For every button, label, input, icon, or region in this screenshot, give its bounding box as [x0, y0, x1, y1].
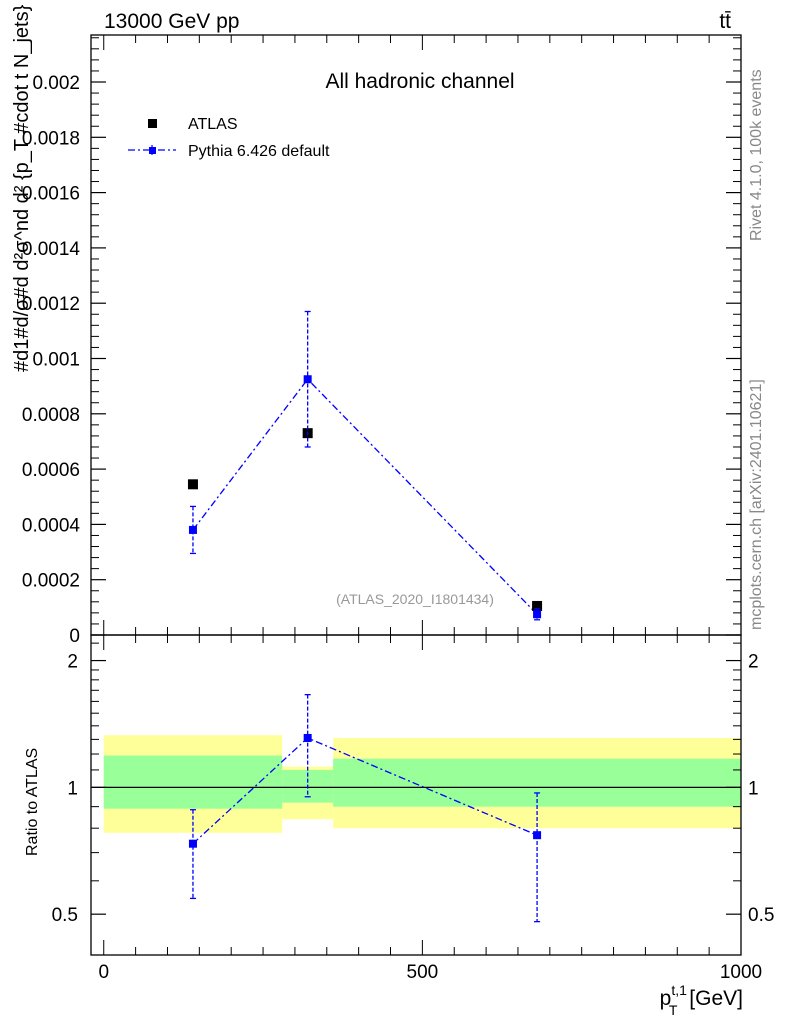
x-axis-label-sub: T	[669, 1002, 678, 1018]
pythia-point	[533, 610, 542, 619]
ratio-pythia-point	[188, 839, 197, 848]
x-axis-label: pt,1 T [GeV]	[660, 982, 743, 1018]
x-axis-label-p: p	[660, 987, 672, 1010]
ratio-y-axis-label: Ratio to ATLAS	[24, 748, 41, 856]
ratio-stat-band	[333, 758, 741, 807]
atlas-point	[532, 600, 543, 611]
main-ytick-label: 0.002	[32, 73, 80, 94]
main-ytick-label: 0	[69, 626, 80, 647]
legend-label-pythia: Pythia 6.426 default	[188, 143, 330, 160]
main-title: All hadronic channel	[325, 70, 514, 93]
ratio-ytick-label-left: 1	[67, 778, 78, 799]
main-ytick-label: 0.0002	[22, 571, 80, 592]
x-axis-label-sup: t,1	[671, 982, 687, 998]
main-ytick-label: 0.0012	[22, 294, 80, 315]
legend-label-atlas: ATLAS	[188, 116, 238, 133]
legend-marker-pythia	[149, 147, 156, 154]
pythia-point	[303, 375, 312, 384]
energy-label: 13000 GeV pp	[104, 10, 239, 33]
ratio-pythia-point	[533, 831, 542, 840]
pythia-line	[192, 378, 538, 615]
ratio-ytick-label-right: 2	[748, 652, 759, 673]
process-label: tt̄	[719, 10, 731, 33]
legend-marker-atlas	[148, 119, 157, 128]
main-ytick-label: 0.0008	[22, 405, 80, 426]
pythia-point	[188, 525, 197, 534]
main-panel: All hadronic channel (ATLAS_2020_I180143…	[11, 0, 742, 647]
watermark: (ATLAS_2020_I1801434)	[336, 591, 494, 607]
ratio-ytick-label-left: 2	[67, 652, 78, 673]
atlas-point	[187, 479, 198, 490]
legend: ATLAS Pythia 6.426 default	[128, 116, 330, 160]
ratio-ytick-label-left: 0.5	[52, 905, 78, 926]
main-ytick-label: 0.0018	[22, 128, 80, 149]
x-axis-label-unit: [GeV]	[683, 987, 743, 1010]
ratio-xtick-label: 500	[407, 962, 439, 983]
main-ytick-label: 0.001	[32, 350, 80, 371]
main-y-axis-label: #d1#d/σ#d d²σ^nd d² {p_T #cdot t N_jets}…	[11, 0, 33, 372]
ratio-panel: Ratio to ATLAS 0.5 0.5 1 1 2 2 0 500 1000 pt,1 T …	[24, 634, 774, 1018]
ratio-frame	[90, 634, 742, 956]
rivet-label: Rivet 4.1.0, 100k events	[748, 69, 765, 241]
ratio-pythia-point	[303, 733, 312, 742]
main-ytick-label: 0.0016	[22, 184, 80, 205]
ratio-stat-band	[103, 755, 283, 809]
main-ytick-label: 0.0014	[22, 239, 81, 260]
ratio-ytick-label-right: 0.5	[748, 905, 774, 926]
ratio-xtick-label: 0	[98, 962, 109, 983]
main-ytick-label: 0.0004	[22, 515, 81, 536]
main-ytick-label: 0.0006	[22, 460, 80, 481]
ratio-xtick-label: 1000	[720, 962, 762, 983]
ratio-ytick-label-right: 1	[748, 778, 759, 799]
source-label: mcplots.cern.ch [arXiv:2401.10621]	[748, 379, 765, 630]
